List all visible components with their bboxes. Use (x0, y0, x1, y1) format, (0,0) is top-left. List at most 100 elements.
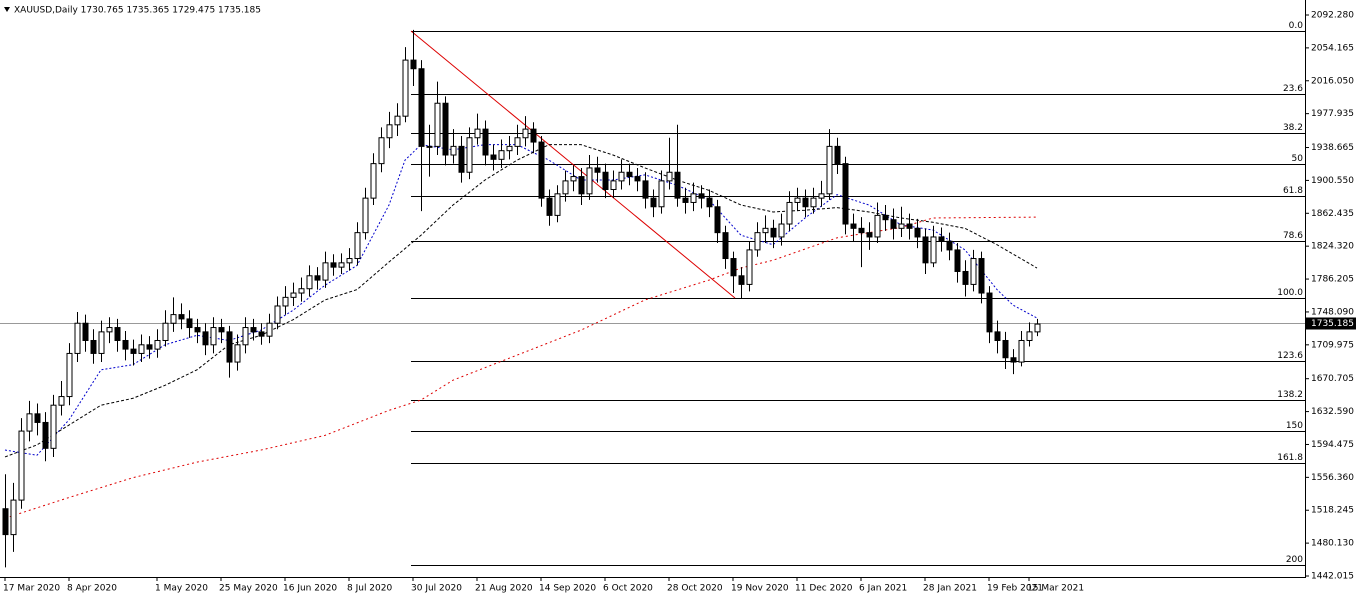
candle-body (906, 223, 913, 229)
candle-body (842, 163, 849, 225)
candle-body (810, 197, 817, 208)
current-price-label: 1735.185 (1311, 319, 1354, 329)
candle-body (610, 180, 617, 191)
candle-body (594, 167, 601, 173)
candle-body (266, 322, 273, 337)
x-tick-label: 15 Mar 2021 (1027, 584, 1084, 594)
candle-body (466, 137, 473, 173)
fib-label: 78.6 (1283, 231, 1303, 241)
x-tick-label: 19 Feb 2021 (987, 584, 1043, 594)
y-tick-label: 1518.245 (1311, 506, 1354, 516)
candle-body (170, 314, 177, 324)
x-tick-label: 8 Jul 2020 (347, 584, 392, 594)
candle-body (354, 232, 361, 260)
candle-body (26, 413, 33, 432)
candle-body (82, 322, 89, 341)
candle-body (1034, 323, 1041, 333)
candle-body (882, 214, 889, 221)
x-tick-label: 14 Sep 2020 (539, 584, 596, 594)
fib-label: 138.2 (1277, 390, 1303, 400)
candle-body (146, 344, 153, 350)
candle-body (826, 145, 833, 195)
candle-body (402, 59, 409, 117)
candle-body (186, 318, 193, 329)
candle-body (586, 167, 593, 195)
candle-body (58, 396, 65, 406)
candle-body (770, 227, 777, 238)
y-tick-label: 1862.435 (1311, 209, 1354, 219)
candle-body (802, 197, 809, 208)
y-tick-label: 1480.130 (1311, 539, 1354, 549)
y-tick-label: 2016.050 (1311, 76, 1354, 86)
candle-body (298, 288, 305, 294)
candle-body (154, 339, 161, 350)
candle-body (258, 331, 265, 337)
candle-body (322, 262, 329, 281)
candle-body (818, 193, 825, 199)
candle-body (970, 258, 977, 285)
x-tick-label: 16 Jun 2020 (283, 584, 337, 594)
candle-body (834, 145, 841, 165)
candle-body (434, 102, 441, 147)
candle-body (178, 314, 185, 320)
y-tick-label: 1556.360 (1311, 473, 1354, 483)
candle-body (410, 59, 417, 70)
candle-body (994, 331, 1001, 341)
candle-body (522, 128, 529, 139)
candle-body (234, 344, 241, 363)
moving-average (4, 216, 1038, 519)
y-tick-label: 1594.475 (1311, 440, 1354, 450)
candle-body (114, 327, 121, 341)
candle-body (618, 171, 625, 182)
y-tick-label: 2054.165 (1311, 43, 1354, 53)
x-tick-label: 8 Apr 2020 (67, 584, 117, 594)
candle-body (722, 232, 729, 260)
fib-label: 100.0 (1277, 288, 1303, 298)
candle-body (346, 258, 353, 264)
candle-body (2, 508, 9, 536)
candle-body (290, 292, 297, 298)
candle-body (674, 171, 681, 199)
candle-body (418, 68, 425, 147)
fib-label: 0.0 (1289, 21, 1304, 31)
current-price-box (1306, 317, 1356, 330)
candle-body (162, 322, 169, 341)
candle-body (690, 193, 697, 203)
candle-body (874, 214, 881, 238)
candle-body (34, 413, 41, 423)
candle-body (450, 145, 457, 156)
fib-label: 50 (1292, 154, 1304, 164)
candle-body (546, 197, 553, 216)
y-tick-label: 1977.935 (1311, 109, 1354, 119)
y-tick-label: 1748.090 (1311, 307, 1354, 317)
candle-body (962, 270, 969, 285)
candle-body (938, 236, 945, 242)
candle-body (794, 197, 801, 203)
candle-body (1026, 331, 1033, 341)
x-tick-label: 17 Mar 2020 (3, 584, 60, 594)
candle-body (338, 262, 345, 268)
candle-body (362, 197, 369, 234)
y-tick-label: 2092.280 (1311, 11, 1354, 21)
fib-label: 123.6 (1277, 351, 1303, 361)
menu-triangle[interactable] (4, 7, 10, 12)
candle-body (570, 176, 577, 182)
candle-body (850, 223, 857, 229)
candle-body (386, 124, 393, 139)
candle-body (786, 201, 793, 225)
candle-body (1010, 357, 1017, 363)
candle-body (778, 223, 785, 238)
candle-body (330, 262, 337, 268)
x-tick-label: 21 Aug 2020 (475, 584, 533, 594)
candle-body (130, 348, 137, 354)
moving-average (4, 144, 1038, 458)
y-tick-label: 1938.665 (1311, 143, 1354, 153)
y-tick-label: 1709.975 (1311, 340, 1354, 350)
candle-body (578, 176, 585, 195)
candle-body (18, 430, 25, 501)
fib-label: 61.8 (1283, 186, 1303, 196)
candle-body (650, 197, 657, 208)
candle-body (138, 344, 145, 354)
x-tick-label: 28 Jan 2021 (923, 584, 977, 594)
